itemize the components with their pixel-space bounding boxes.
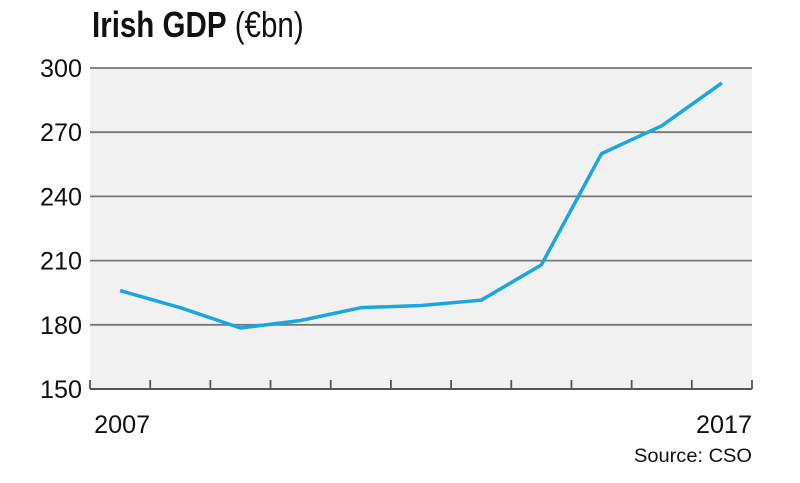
y-tick-label: 240 — [40, 183, 82, 211]
x-tick-label: 2017 — [696, 411, 752, 439]
y-tick-label: 300 — [40, 55, 82, 83]
title-main: Irish GDP — [92, 4, 227, 45]
x-tick-label: 2007 — [94, 411, 150, 439]
source-note: Source: CSO — [634, 446, 752, 467]
chart-title: Irish GDP (€bn) — [92, 4, 304, 46]
plot-area — [90, 68, 752, 389]
y-tick-label: 180 — [40, 312, 82, 340]
y-tick-label: 150 — [40, 376, 82, 404]
title-unit: (€bn) — [234, 4, 304, 45]
y-tick-label: 210 — [40, 248, 82, 276]
y-tick-label: 270 — [40, 119, 82, 147]
